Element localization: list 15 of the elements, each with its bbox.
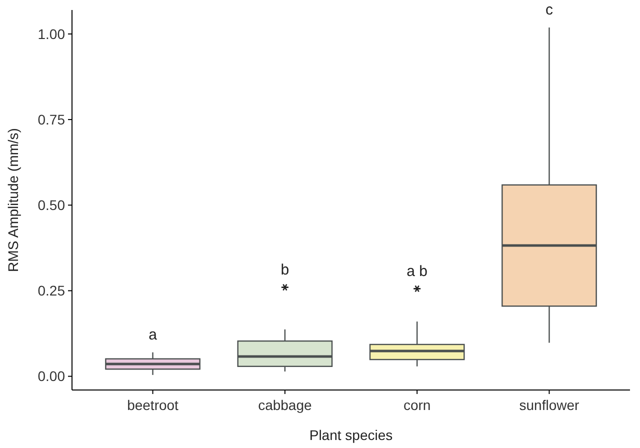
x-tick-label: corn [403,397,431,413]
x-tick-label: cabbage [258,397,312,413]
y-tick-label: 0.25 [38,282,66,299]
x-tick-label: sunflower [519,397,580,413]
y-axis-title: RMS Amplitude (mm/s) [5,128,21,272]
y-tick-label: 0.00 [38,368,66,384]
annotation: c [545,2,554,19]
y-tick-label: 0.75 [38,111,66,128]
annotation: a [148,326,158,344]
x-tick-label: beetroot [127,397,179,413]
x-axis-title: Plant species [309,427,393,443]
annotation: a b [406,262,428,280]
annotation: b [280,262,290,279]
y-tick-label: 1.00 [38,26,66,42]
y-tick-label: 0.50 [38,197,66,214]
